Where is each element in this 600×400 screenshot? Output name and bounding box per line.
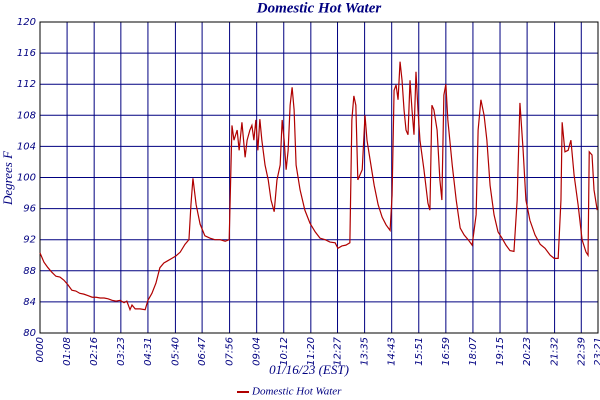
y-tick-label: 112: [17, 79, 36, 90]
y-tick-label: 92: [23, 235, 36, 246]
y-tick-label: 104: [17, 141, 36, 152]
y-tick-label: 84: [23, 297, 36, 308]
x-tick-label: 11:20: [306, 337, 317, 366]
x-tick-label: 21:32: [550, 337, 561, 366]
x-tick-label: 09:04: [252, 337, 263, 366]
x-tick-label: 02:16: [89, 337, 100, 366]
x-axis-label: 01/16/23 (EST): [269, 362, 349, 377]
x-tick-label: 10:12: [279, 337, 290, 366]
x-tick-label: 15:51: [414, 337, 425, 366]
x-tick-label: 01:08: [62, 337, 73, 366]
plot-border: [39, 21, 599, 334]
y-tick-label: 80: [23, 328, 36, 339]
x-tick-label: 04:31: [143, 337, 154, 366]
x-tick-label: 05:40: [170, 337, 181, 366]
x-tick-label: 22:39: [576, 337, 587, 366]
x-tick-label: 16:59: [441, 337, 452, 366]
x-tick-label: 23:21: [593, 337, 600, 366]
data-line: [39, 61, 598, 312]
chart-title: Domestic Hot Water: [256, 0, 382, 16]
y-tick-label: 96: [23, 204, 36, 215]
x-tick-label: 07:56: [225, 337, 236, 366]
x-tick-label: 06:47: [197, 336, 208, 365]
legend-label: Domestic Hot Water: [251, 386, 342, 398]
x-tick-label: 20:23: [522, 337, 533, 366]
y-tick-label: 100: [17, 173, 36, 184]
y-tick-label: 116: [17, 48, 36, 59]
x-tick-label: 03:23: [116, 337, 127, 366]
x-tick-label: 18:07: [468, 336, 479, 365]
x-tick-label: 13:35: [360, 337, 371, 366]
y-tick-label: 108: [17, 110, 36, 121]
x-tick-label: 14:43: [387, 337, 398, 366]
y-tick-label: 120: [17, 17, 36, 28]
y-axis-label: Degrees F: [0, 150, 15, 206]
x-tick-label: 0000: [35, 337, 46, 362]
y-tick-label: 88: [23, 266, 36, 277]
x-tick-label: 12:27: [333, 336, 344, 365]
x-tick-label: 19:15: [495, 337, 506, 366]
